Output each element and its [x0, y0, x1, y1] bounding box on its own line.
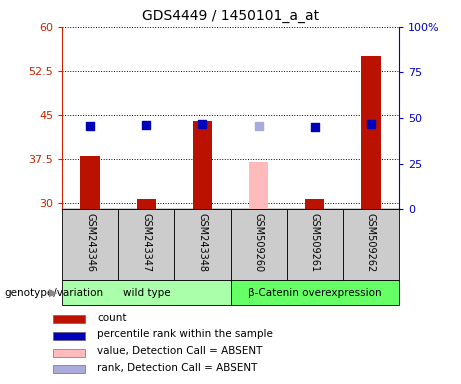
Bar: [249, 162, 268, 209]
Bar: [343, 209, 399, 280]
Text: ▶: ▶: [49, 288, 58, 298]
Text: value, Detection Call = ABSENT: value, Detection Call = ABSENT: [97, 346, 262, 356]
Text: GSM509262: GSM509262: [366, 213, 376, 272]
Text: count: count: [97, 313, 127, 323]
Text: GSM509261: GSM509261: [310, 213, 319, 272]
Bar: [81, 156, 100, 209]
Bar: [230, 209, 287, 280]
Point: [199, 121, 206, 127]
Point: [87, 123, 94, 129]
Bar: [305, 199, 325, 209]
Bar: [53, 365, 85, 374]
Title: GDS4449 / 1450101_a_at: GDS4449 / 1450101_a_at: [142, 9, 319, 23]
Point: [311, 124, 318, 130]
Bar: [230, 280, 399, 305]
Text: rank, Detection Call = ABSENT: rank, Detection Call = ABSENT: [97, 363, 258, 373]
Text: wild type: wild type: [123, 288, 170, 298]
Bar: [193, 121, 212, 209]
Text: percentile rank within the sample: percentile rank within the sample: [97, 329, 273, 339]
Text: GSM243348: GSM243348: [197, 213, 207, 272]
Bar: [287, 209, 343, 280]
Text: GSM509260: GSM509260: [254, 213, 264, 272]
Bar: [62, 280, 230, 305]
Bar: [53, 349, 85, 357]
Bar: [361, 56, 380, 209]
Text: genotype/variation: genotype/variation: [5, 288, 104, 298]
Text: GSM243346: GSM243346: [85, 213, 95, 272]
Bar: [174, 209, 230, 280]
Point: [142, 122, 150, 129]
Text: β-Catenin overexpression: β-Catenin overexpression: [248, 288, 381, 298]
Bar: [118, 209, 174, 280]
Point: [255, 123, 262, 129]
Bar: [136, 199, 156, 209]
Text: GSM243347: GSM243347: [142, 213, 151, 272]
Point: [367, 121, 374, 127]
Bar: [62, 209, 118, 280]
Bar: [53, 315, 85, 323]
Bar: [53, 332, 85, 340]
